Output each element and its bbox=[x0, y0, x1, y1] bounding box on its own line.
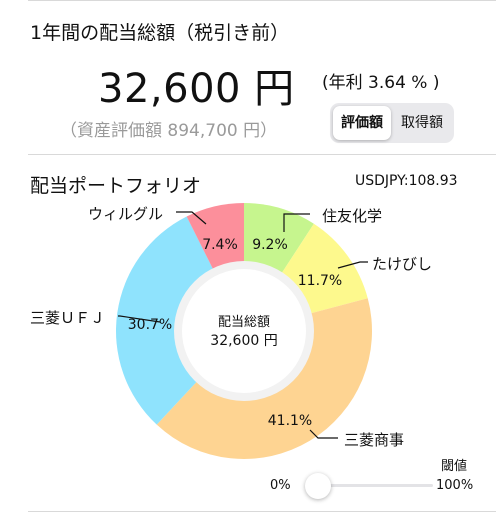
fx-rate: USDJPY:108.93 bbox=[355, 173, 458, 189]
leader-line-mitsubishi-corp bbox=[309, 429, 338, 439]
leader-line-mufg bbox=[118, 315, 161, 323]
leader-line-takebishi bbox=[337, 261, 368, 269]
donut-inner-ring bbox=[174, 261, 314, 401]
dividend-total: 32,600 円 bbox=[98, 66, 295, 112]
slice-mitsubishi-corp[interactable] bbox=[156, 298, 373, 459]
pct-label-sumitomo-chemical: 9.2% bbox=[252, 237, 288, 253]
dividend-yield: (年利 3.64 % ) bbox=[322, 73, 440, 93]
leader-line-willgroup bbox=[176, 211, 207, 225]
toggle-valuation-button[interactable]: 評価額 bbox=[333, 106, 391, 140]
threshold-slider-track[interactable] bbox=[307, 484, 433, 487]
pct-label-mitsubishi-corp: 41.1% bbox=[268, 413, 312, 429]
valuation-toggle[interactable]: 評価額 取得額 bbox=[330, 103, 454, 143]
slice-sumitomo-chemical[interactable] bbox=[244, 203, 314, 331]
category-label-sumitomo-chemical: 住友化学 bbox=[322, 207, 382, 225]
threshold-label: 閾値 bbox=[441, 459, 468, 474]
category-label-takebishi: たけびし bbox=[372, 255, 432, 273]
top-divider bbox=[28, 0, 496, 1]
slice-takebishi[interactable] bbox=[244, 223, 368, 331]
category-label-mitsubishi-corp: 三菱商事 bbox=[344, 431, 404, 449]
donut-inner-circle bbox=[182, 269, 306, 393]
pct-label-willgroup: 7.4% bbox=[202, 237, 238, 253]
center-title: 配当総額 bbox=[218, 315, 270, 330]
threshold-max-label: 100% bbox=[436, 478, 474, 493]
category-label-mufg: 三菱ＵＦＪ bbox=[30, 309, 105, 327]
section-divider bbox=[28, 154, 496, 155]
asset-value: （資産評価額 894,700 円） bbox=[60, 121, 278, 141]
portfolio-title: 配当ポートフォリオ bbox=[30, 175, 202, 197]
slice-willgroup[interactable] bbox=[186, 203, 244, 331]
bottom-divider bbox=[28, 511, 496, 512]
slice-mufg[interactable] bbox=[116, 216, 244, 425]
category-label-willgroup: ウィルグル bbox=[88, 205, 163, 223]
toggle-acquisition-button[interactable]: 取得額 bbox=[401, 115, 443, 131]
pct-label-mufg: 30.7% bbox=[128, 317, 172, 333]
page-title: 1年間の配当総額（税引き前） bbox=[30, 22, 290, 44]
center-value: 32,600 円 bbox=[210, 333, 277, 349]
leader-line-sumitomo-chemical bbox=[283, 213, 310, 232]
threshold-slider-knob[interactable] bbox=[305, 473, 331, 499]
pct-label-takebishi: 11.7% bbox=[298, 273, 342, 289]
threshold-min-label: 0% bbox=[270, 478, 291, 493]
